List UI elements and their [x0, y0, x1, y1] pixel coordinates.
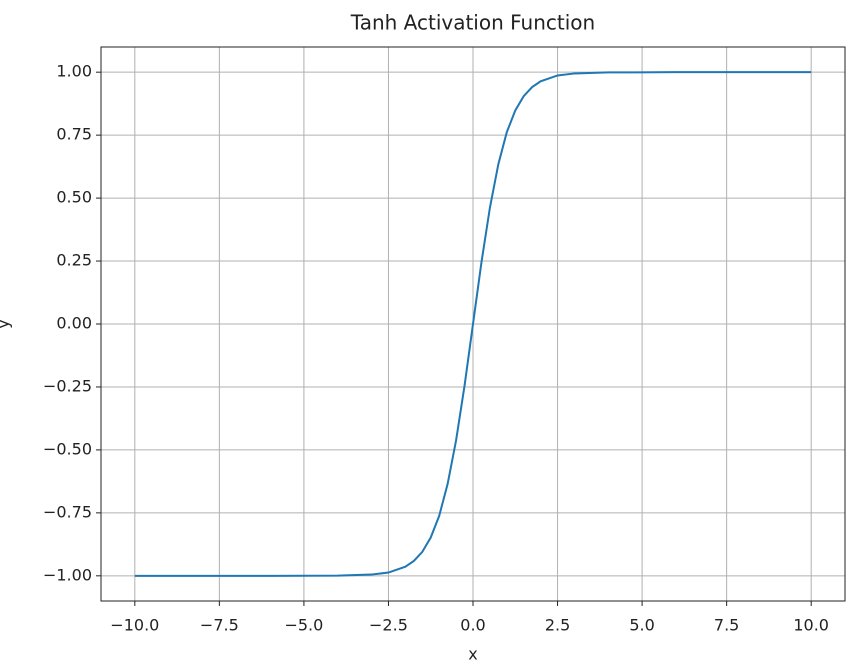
x-axis-label: x: [468, 645, 477, 664]
x-tick-label: −10.0: [110, 616, 159, 635]
y-tick-label: 0.25: [56, 251, 92, 270]
x-tick-label: −7.5: [200, 616, 239, 635]
y-tick-label: 0.00: [56, 314, 92, 333]
y-tick-label: −0.25: [43, 376, 92, 395]
y-tick-label: 1.00: [56, 62, 92, 81]
y-tick-label: 0.75: [56, 125, 92, 144]
y-tick-label: −0.75: [43, 502, 92, 521]
y-tick-label: −1.00: [43, 565, 92, 584]
chart-title: Tanh Activation Function: [350, 11, 595, 35]
x-tick-label: 10.0: [793, 616, 829, 635]
x-tick-label: 0.0: [460, 616, 485, 635]
x-tick-label: −5.0: [284, 616, 323, 635]
y-tick-label: −0.50: [43, 439, 92, 458]
x-tick-label: −2.5: [369, 616, 408, 635]
x-tick-label: 5.0: [629, 616, 654, 635]
x-tick-label: 7.5: [714, 616, 739, 635]
y-axis-label: y: [0, 319, 13, 328]
line: [134, 71, 812, 577]
y-tick-label: 0.50: [56, 188, 92, 207]
plot-frame: [100, 46, 846, 602]
x-tick-label: 2.5: [545, 616, 570, 635]
